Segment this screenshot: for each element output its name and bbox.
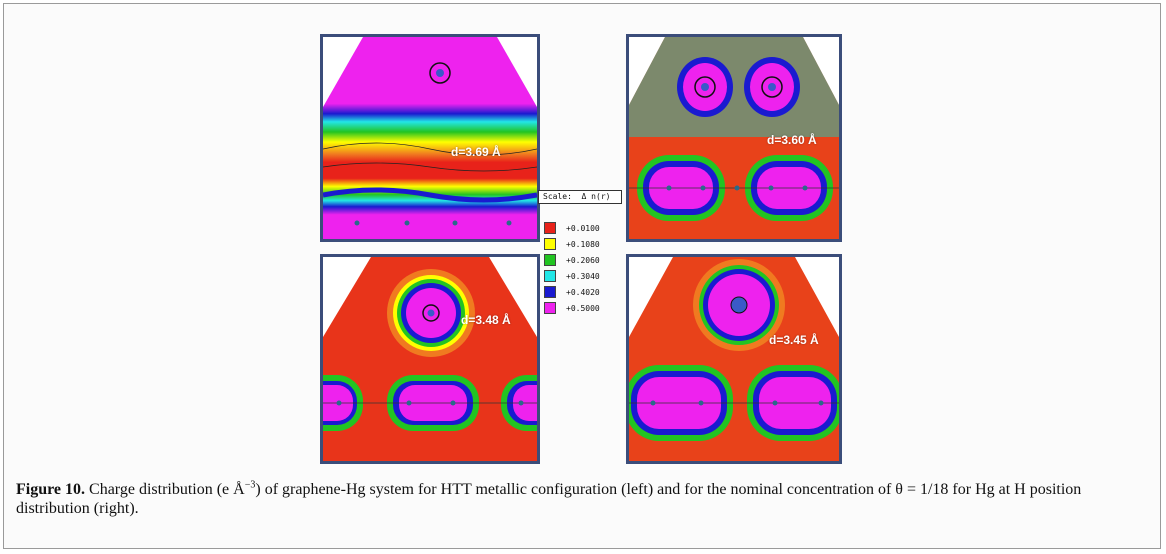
distance-label: d=3.60 Å <box>767 133 817 147</box>
legend-value: +0.3040 <box>566 271 600 281</box>
legend-value: +0.0100 <box>566 223 600 233</box>
scale-label: Scale: <box>543 192 572 201</box>
figure-label: Figure 10. <box>16 481 86 498</box>
legend-item: +0.1080 <box>544 236 600 252</box>
panel-top-right: d=3.60 Å <box>626 34 842 242</box>
legend-item: +0.5000 <box>544 300 600 316</box>
panel-bottom-right: d=3.45 Å <box>626 254 842 464</box>
color-legend: +0.0100 +0.1080 +0.2060 +0.3040 +0.4020 … <box>544 220 600 316</box>
legend-item: +0.0100 <box>544 220 600 236</box>
distance-label: d=3.45 Å <box>769 333 819 347</box>
distance-label: d=3.48 Å <box>461 313 511 327</box>
legend-value: +0.5000 <box>566 303 600 313</box>
legend-swatch <box>544 302 556 314</box>
scale-quantity: Δ n(r) <box>581 192 611 201</box>
legend-value: +0.1080 <box>566 239 600 249</box>
panel-bottom-left: d=3.48 Å <box>320 254 540 464</box>
figure-frame <box>3 3 1161 549</box>
legend-swatch <box>544 270 556 282</box>
caption-text-after: ) of graphene-Hg system for HTT metallic… <box>16 481 1082 517</box>
legend-item: +0.3040 <box>544 268 600 284</box>
legend-swatch <box>544 222 556 234</box>
legend-swatch <box>544 238 556 250</box>
legend-swatch <box>544 286 556 298</box>
legend-value: +0.2060 <box>566 255 600 265</box>
legend-item: +0.4020 <box>544 284 600 300</box>
legend-item: +0.2060 <box>544 252 600 268</box>
legend-swatch <box>544 254 556 266</box>
distance-label: d=3.69 Å <box>451 145 501 159</box>
panel-top-left: d=3.69 Å <box>320 34 540 242</box>
legend-value: +0.4020 <box>566 287 600 297</box>
scale-box: Scale: Δ n(r) <box>538 190 622 204</box>
caption-text-before: Charge distribution (e Å <box>85 481 245 498</box>
figure-caption: Figure 10. Charge distribution (e Å−3) o… <box>16 480 1136 518</box>
caption-exponent: −3 <box>244 479 256 491</box>
